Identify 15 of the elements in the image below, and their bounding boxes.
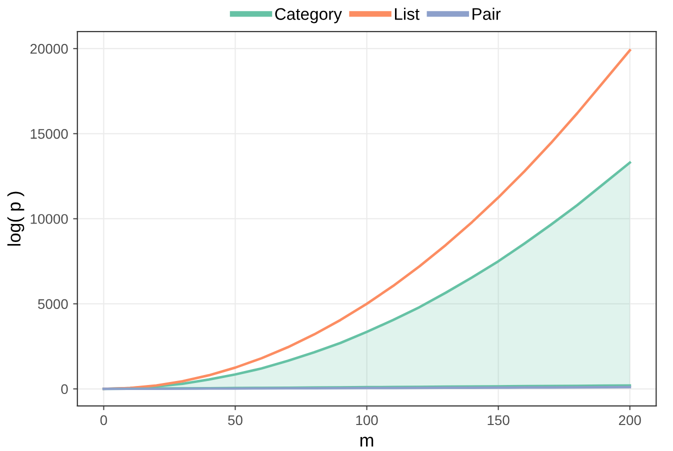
y-tick-label: 0 bbox=[61, 384, 68, 394]
x-axis-title: m bbox=[360, 436, 374, 447]
legend-label: Category bbox=[275, 8, 342, 24]
x-tick-label: 200 bbox=[618, 415, 641, 426]
y-tick-label: 20000 bbox=[30, 44, 68, 54]
y-tick-label: 15000 bbox=[30, 128, 68, 139]
y-tick-label: 10000 bbox=[30, 214, 68, 224]
x-tick-label: 0 bbox=[100, 415, 108, 426]
legend-label: List bbox=[395, 8, 420, 20]
y-axis-title: log( p ) bbox=[7, 192, 24, 246]
x-tick-label: 100 bbox=[356, 415, 378, 426]
x-tick-label: 150 bbox=[488, 415, 510, 426]
x-tick-label: 50 bbox=[228, 415, 242, 426]
y-tick-label: 5000 bbox=[38, 299, 68, 309]
legend-label: Pair bbox=[472, 8, 501, 20]
